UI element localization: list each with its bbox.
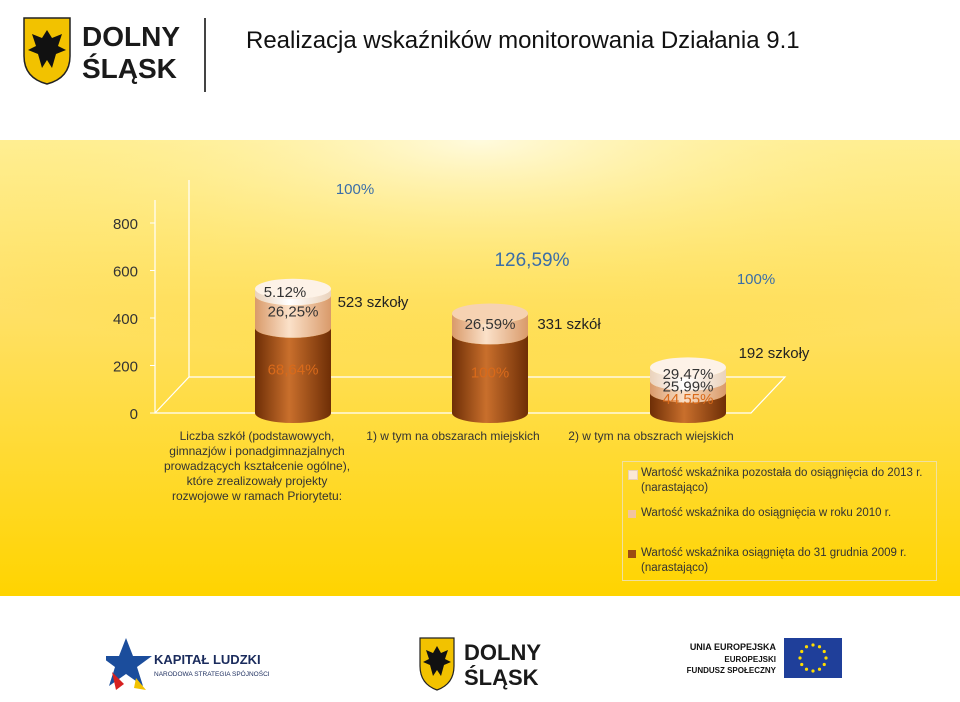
chart-floor bbox=[153, 376, 787, 414]
eu-star-2 bbox=[817, 667, 822, 671]
y-tick-label-1: 200 bbox=[113, 359, 138, 376]
dolny-slask-footer-logo: DOLNY ŚLĄSK bbox=[419, 637, 541, 691]
bar-segment-2-2 bbox=[650, 367, 726, 391]
chart-area: 0 200 400 600 800 68,64% 26,25% 5.12% 100% 26,59… bbox=[0, 140, 960, 596]
total-label-0: 523 szkoły bbox=[338, 294, 409, 311]
eu-star-8 bbox=[804, 645, 809, 649]
eu-star-5 bbox=[800, 662, 804, 667]
eu-line2: EUROPEJSKI bbox=[724, 655, 776, 664]
legend-text-2009: Wartość wskaźnika osiągnięta do 31 grudn… bbox=[641, 547, 907, 574]
y-tick-label-0: 0 bbox=[130, 406, 138, 423]
segment-label-2-1: 25,99% bbox=[663, 379, 714, 396]
top-label-0: 100% bbox=[336, 181, 374, 198]
stacked-bar-chart: 0 200 400 600 800 68,64% 26,25% 5.12% 100% 26,59… bbox=[0, 140, 960, 596]
category-label-2: 2) w tym na obszrach wiejskich bbox=[568, 429, 734, 443]
top-label-1: 126,59% bbox=[494, 250, 569, 271]
footer: KAPITAŁ LUDZKI NARODOWA STRATEGIA SPÓJNO… bbox=[0, 596, 960, 693]
y-tick-label-4: 800 bbox=[113, 216, 138, 233]
segment-label-2-0: 44,55% bbox=[663, 391, 714, 408]
footer-eagle-icon bbox=[423, 646, 451, 676]
eu-star-0 bbox=[824, 656, 828, 660]
eu-star-10 bbox=[817, 645, 822, 649]
segment-label-1-0: 100% bbox=[471, 365, 509, 382]
eu-logo: UNIA EUROPEJSKA EUROPEJSKI FUNDUSZ SPOŁE… bbox=[687, 638, 842, 678]
bar-segment-2-1 bbox=[650, 380, 726, 403]
kl-line1: KAPITAŁ LUDZKI bbox=[154, 652, 261, 667]
total-label-2: 192 szkoły bbox=[739, 345, 810, 362]
logo-text-line1: DOLNY bbox=[82, 21, 180, 52]
footer-logo-line2: ŚLĄSK bbox=[464, 665, 539, 690]
eu-star-6 bbox=[798, 656, 802, 660]
eu-star-4 bbox=[804, 667, 809, 671]
bar-segment-top-0-2 bbox=[255, 278, 331, 299]
bar-segment-2-0 bbox=[650, 392, 726, 423]
legend-swatch-2010 bbox=[628, 510, 636, 518]
logo-divider bbox=[204, 18, 206, 92]
category-label-1: 1) w tym na obszarach miejskich bbox=[366, 429, 540, 443]
segment-label-2-2: 29,47% bbox=[663, 366, 714, 383]
y-tick-label-3: 600 bbox=[113, 264, 138, 281]
eu-star-7 bbox=[800, 649, 804, 654]
segment-label-1-1: 26,59% bbox=[465, 316, 516, 333]
legend: Wartość wskaźnika pozostała do osiągnięc… bbox=[622, 461, 937, 581]
kl-line2: NARODOWA STRATEGIA SPÓJNOŚCI bbox=[154, 669, 270, 678]
bar-segment-1-0 bbox=[452, 334, 528, 423]
eu-stars-icon bbox=[798, 643, 828, 673]
legend-swatch-2009 bbox=[628, 550, 636, 558]
legend-text-remaining: Wartość wskaźnika pozostała do osiągnięc… bbox=[641, 467, 923, 494]
logo-text-line2: ŚLĄSK bbox=[82, 53, 177, 84]
eu-star-3 bbox=[811, 669, 815, 673]
star-accent-icon bbox=[112, 672, 124, 690]
total-label-1: 331 szkół bbox=[537, 316, 601, 333]
eu-star-9 bbox=[811, 643, 815, 647]
bar-segment-0-2 bbox=[255, 288, 331, 306]
footer-logo-line1: DOLNY bbox=[464, 640, 541, 665]
segment-label-0-2: 5.12% bbox=[264, 284, 307, 301]
bar-segment-0-0 bbox=[255, 327, 331, 423]
bar-segment-top-1-1 bbox=[452, 303, 528, 324]
legend-swatch-remaining bbox=[628, 470, 638, 480]
star-icon bbox=[106, 638, 152, 686]
eu-line3: FUNDUSZ SPOŁECZNY bbox=[687, 666, 777, 675]
eu-star-11 bbox=[822, 649, 826, 654]
bar-segment-0-1 bbox=[255, 295, 331, 338]
kapital-ludzki-logo: KAPITAŁ LUDZKI NARODOWA STRATEGIA SPÓJNO… bbox=[106, 638, 270, 690]
header: DOLNY ŚLĄSK Realizacja wskaźników monito… bbox=[0, 0, 960, 140]
page-title: Realizacja wskaźników monitorowania Dzia… bbox=[246, 27, 800, 54]
eu-star-1 bbox=[822, 662, 826, 667]
eu-line1: UNIA EUROPEJSKA bbox=[690, 642, 777, 652]
eagle-icon bbox=[28, 30, 66, 68]
category-label-0: Liczba szkół (podstawowych, gimnazjów i … bbox=[163, 429, 351, 503]
dolny-slask-logo: DOLNY ŚLĄSK bbox=[23, 17, 180, 85]
segment-label-0-0: 68,64% bbox=[268, 362, 319, 379]
top-label-2: 100% bbox=[737, 271, 775, 288]
star-accent-yellow-icon bbox=[134, 678, 146, 690]
legend-text-2010: Wartość wskaźnika do osiągnięcia w roku … bbox=[641, 507, 892, 519]
bar-segment-1-1 bbox=[452, 313, 528, 345]
bar-segment-top-2-2 bbox=[650, 357, 726, 378]
y-tick-label-2: 400 bbox=[113, 311, 138, 328]
segment-label-0-1: 26,25% bbox=[268, 303, 319, 320]
